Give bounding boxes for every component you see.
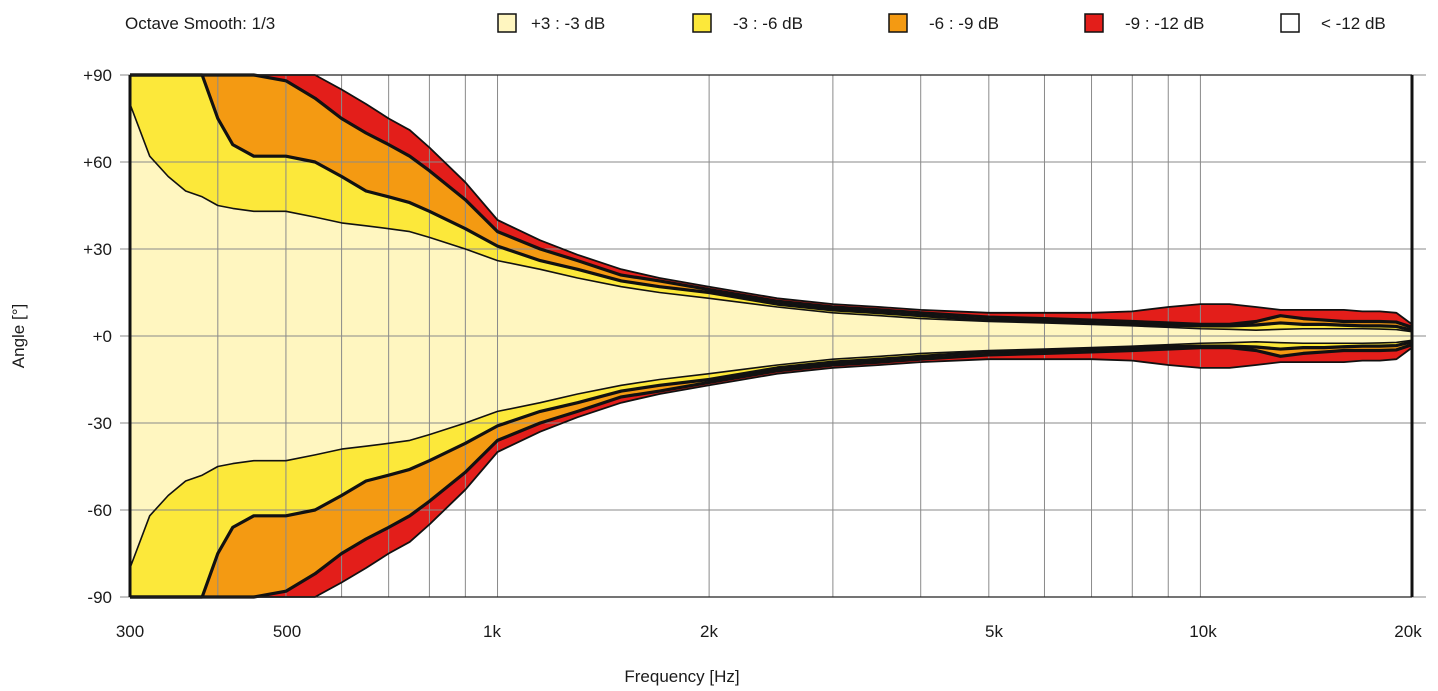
y-tick-label: +0 <box>93 327 112 346</box>
legend-item-0: +3 : -3 dB <box>497 13 605 33</box>
legend-label-0: +3 : -3 dB <box>531 14 605 33</box>
x-tick-label: 20k <box>1394 622 1422 641</box>
legend-item-4: < -12 dB <box>1280 13 1386 33</box>
y-tick-label: +60 <box>83 153 112 172</box>
x-axis-title: Frequency [Hz] <box>624 667 739 686</box>
x-tick-label: 500 <box>273 622 301 641</box>
legend-label-2: -6 : -9 dB <box>929 14 999 33</box>
legend-swatch-0 <box>497 13 517 33</box>
legend-item-2: -6 : -9 dB <box>888 13 999 33</box>
plot-frame <box>128 74 1414 598</box>
x-tick-labels: 300 500 1k 2k 5k 10k 20k <box>116 622 1422 641</box>
legend-label-4: < -12 dB <box>1321 14 1386 33</box>
contour-line-0-upper <box>129 103 1413 333</box>
legend-label-3: -9 : -12 dB <box>1125 14 1204 33</box>
octave-smooth-label: Octave Smooth: 1/3 <box>125 14 275 33</box>
legend-swatch-4 <box>1280 13 1300 33</box>
x-tick-label: 5k <box>985 622 1003 641</box>
legend-swatch-3 <box>1084 13 1104 33</box>
legend-label-1: -3 : -6 dB <box>733 14 803 33</box>
legend-swatch-2 <box>888 13 908 33</box>
contour-line-1-upper <box>130 73 1413 332</box>
y-axis-title: Angle [°] <box>9 304 28 368</box>
legend-item-3: -9 : -12 dB <box>1084 13 1204 33</box>
y-tick-label: -30 <box>87 414 112 433</box>
y-tick-labels: +90 +60 +30 +0 -30 -60 -90 <box>83 66 112 607</box>
x-tick-label: 300 <box>116 622 144 641</box>
legend: +3 : -3 dB -3 : -6 dB -6 : -9 dB -9 : -1… <box>497 13 1386 33</box>
contour-line-1-lower <box>130 340 1413 599</box>
legend-swatch-1 <box>692 13 712 33</box>
y-tick-label: +90 <box>83 66 112 85</box>
x-tick-label: 2k <box>700 622 718 641</box>
y-tick-label: -90 <box>87 588 112 607</box>
y-tick-label: -60 <box>87 501 112 520</box>
x-tick-label: 1k <box>483 622 501 641</box>
contour-line-0-lower <box>129 339 1413 569</box>
legend-item-1: -3 : -6 dB <box>692 13 803 33</box>
x-tick-label: 10k <box>1189 622 1217 641</box>
y-tick-label: +30 <box>83 240 112 259</box>
